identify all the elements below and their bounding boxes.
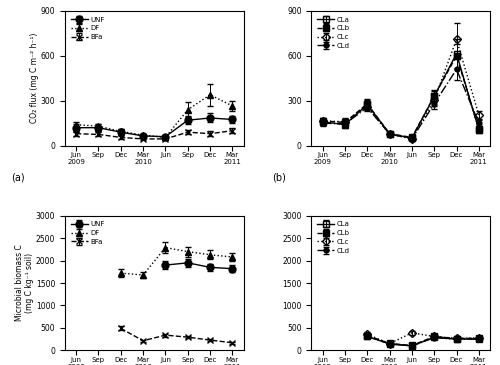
Y-axis label: CO₂ flux (mg C m⁻² h⁻¹): CO₂ flux (mg C m⁻² h⁻¹) bbox=[30, 33, 40, 123]
Legend: UNF, DF, BFa: UNF, DF, BFa bbox=[68, 219, 107, 247]
Legend: CLa, CLb, CLc, CLd: CLa, CLb, CLc, CLd bbox=[315, 219, 352, 256]
Legend: CLa, CLb, CLc, CLd: CLa, CLb, CLc, CLd bbox=[315, 15, 352, 51]
Text: (b): (b) bbox=[272, 173, 286, 182]
Legend: UNF, DF, BFa: UNF, DF, BFa bbox=[68, 15, 107, 42]
Y-axis label: Microbial biomass C
(mg C kg⁻¹ soil): Microbial biomass C (mg C kg⁻¹ soil) bbox=[15, 245, 34, 322]
Text: (a): (a) bbox=[12, 173, 25, 182]
